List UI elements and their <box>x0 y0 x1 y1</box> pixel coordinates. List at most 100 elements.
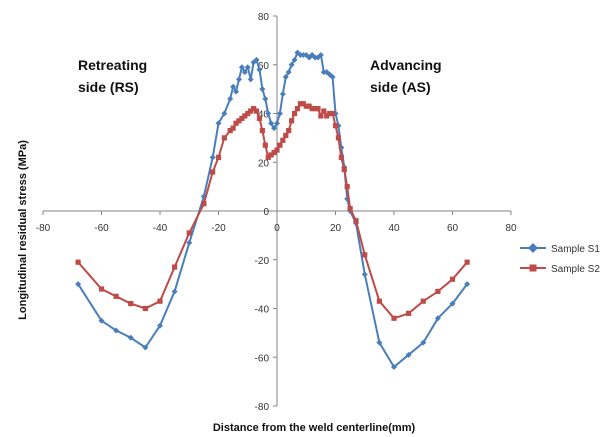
legend: Sample S1 Sample S2 <box>520 243 600 275</box>
data-point <box>376 298 382 304</box>
data-point <box>230 83 237 90</box>
data-point <box>235 76 242 83</box>
data-point <box>309 106 315 112</box>
x-tick-label: 0 <box>274 223 280 234</box>
data-point <box>361 271 368 278</box>
y-tick-label: 40 <box>258 110 270 121</box>
data-point <box>312 106 318 112</box>
data-point <box>75 281 82 288</box>
data-point <box>338 154 344 160</box>
x-tick-label: 80 <box>505 223 517 234</box>
data-point <box>230 125 236 131</box>
data-point <box>327 110 333 117</box>
data-point <box>329 73 336 80</box>
x-tick-label: -80 <box>36 223 51 234</box>
axes: -80 -60 -40 -20 0 20 40 60 80 -80 -60 -40 -20 0 20 40 60… <box>36 12 517 413</box>
data-point <box>289 118 295 124</box>
data-point <box>113 327 120 334</box>
data-point <box>306 103 312 109</box>
series-2 <box>75 101 470 321</box>
data-point <box>262 142 268 148</box>
data-point <box>271 149 277 156</box>
data-point <box>449 300 456 307</box>
data-point <box>142 344 149 351</box>
data-point <box>186 230 192 236</box>
data-point <box>259 127 265 134</box>
data-point <box>286 127 292 134</box>
data-point <box>420 339 427 346</box>
retreating-side-line2: side (RS) <box>78 79 139 95</box>
data-point <box>236 118 242 124</box>
data-point <box>157 322 163 329</box>
data-point <box>75 259 81 265</box>
data-point <box>239 115 245 121</box>
data-point <box>271 125 278 132</box>
data-point <box>344 184 350 190</box>
data-point <box>238 64 245 71</box>
data-point <box>391 315 397 321</box>
data-point <box>449 276 456 282</box>
data-point <box>172 264 178 270</box>
advancing-side-annotation: Advancing side (AS) <box>370 57 445 95</box>
data-point <box>420 298 426 304</box>
data-point <box>376 339 383 346</box>
data-point <box>142 305 148 312</box>
data-point <box>221 135 227 141</box>
x-tick-label: -60 <box>94 223 109 234</box>
y-tick-label: 0 <box>263 207 269 218</box>
data-point <box>262 95 269 102</box>
data-point <box>277 142 283 148</box>
data-point <box>464 259 470 265</box>
data-point <box>171 288 178 295</box>
data-point <box>186 239 193 246</box>
y-tick-label: 60 <box>258 61 270 72</box>
data-point <box>274 147 280 153</box>
data-point <box>241 69 248 76</box>
data-point <box>157 298 163 304</box>
data-point <box>248 108 254 114</box>
data-point <box>294 106 301 112</box>
data-point <box>265 154 271 160</box>
x-tick-label: 60 <box>447 223 459 234</box>
data-point <box>353 218 359 224</box>
data-point <box>233 88 240 95</box>
data-point <box>247 76 254 83</box>
data-point <box>391 364 397 370</box>
data-point <box>341 166 347 173</box>
legend-label-s2: Sample S2 <box>551 264 600 275</box>
data-point <box>244 64 251 71</box>
y-tick-label: -80 <box>255 402 270 413</box>
y-axis-label: Longitudinal residual stress (MPa) <box>17 140 29 320</box>
data-point <box>253 108 260 114</box>
data-point <box>265 110 272 117</box>
data-point <box>347 205 353 212</box>
data-point <box>274 120 280 127</box>
x-tick-label: 20 <box>330 223 342 234</box>
data-point <box>405 351 412 358</box>
data-point <box>300 101 306 107</box>
data-point <box>329 110 336 117</box>
data-point <box>434 315 441 322</box>
data-point <box>128 301 134 307</box>
data-point <box>303 103 309 109</box>
data-point <box>276 110 283 117</box>
data-point <box>268 152 274 158</box>
data-point <box>259 86 266 93</box>
data-point <box>242 113 248 119</box>
data-point <box>285 69 292 76</box>
data-point <box>279 91 286 97</box>
advancing-side-line2: side (AS) <box>370 79 431 95</box>
data-point <box>280 137 286 143</box>
data-point <box>256 115 263 121</box>
data-point <box>215 154 222 160</box>
y-tick-label: 80 <box>258 12 270 23</box>
data-point <box>245 110 251 117</box>
y-tick-label: 20 <box>258 158 270 169</box>
data-point <box>209 154 216 161</box>
data-point <box>362 252 368 258</box>
data-point <box>335 135 342 141</box>
x-tick-label: 40 <box>388 223 400 234</box>
retreating-side-line1: Retreating <box>78 57 147 73</box>
data-point <box>227 95 234 102</box>
